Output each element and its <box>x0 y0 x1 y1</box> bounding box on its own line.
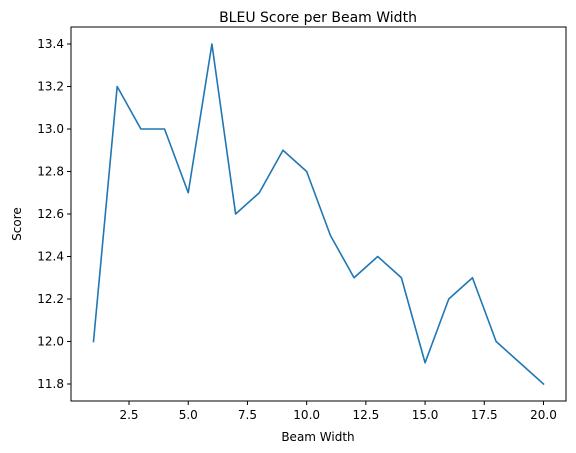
plot-area <box>92 43 545 386</box>
axes-frame <box>70 26 567 402</box>
x-tick-label-5: 15.0 <box>412 408 439 422</box>
x-tick-label-2: 7.5 <box>238 408 257 422</box>
y-tick-label-1: 12.0 <box>37 335 64 349</box>
x-tick-label-4: 12.5 <box>353 408 380 422</box>
y-tick-label-7: 13.2 <box>37 80 64 94</box>
y-tick-label-8: 13.4 <box>37 37 64 51</box>
chart-title: BLEU Score per Beam Width <box>219 10 417 26</box>
y-tick-label-2: 12.2 <box>37 292 64 306</box>
y-tick-label-5: 12.8 <box>37 165 64 179</box>
y-axis-label: Score <box>10 207 24 241</box>
y-tick-label-4: 12.6 <box>37 207 64 221</box>
x-tick-label-6: 17.5 <box>471 408 498 422</box>
x-tick-label-7: 20.0 <box>530 408 557 422</box>
x-tick-label-3: 10.0 <box>293 408 320 422</box>
x-tick-label-1: 5.0 <box>179 408 198 422</box>
y-tick-label-3: 12.4 <box>37 250 64 264</box>
series-line-0 <box>92 43 545 386</box>
x-axis-label: Beam Width <box>281 430 354 444</box>
axes: 2.5 5.0 7.5 10.0 12.5 15.0 17.5 20.0 11.8 12.0 12.… <box>37 26 567 422</box>
x-tick-label-0: 2.5 <box>119 408 138 422</box>
y-tick-label-6: 13.0 <box>37 122 64 136</box>
y-tick-label-0: 11.8 <box>37 377 64 391</box>
